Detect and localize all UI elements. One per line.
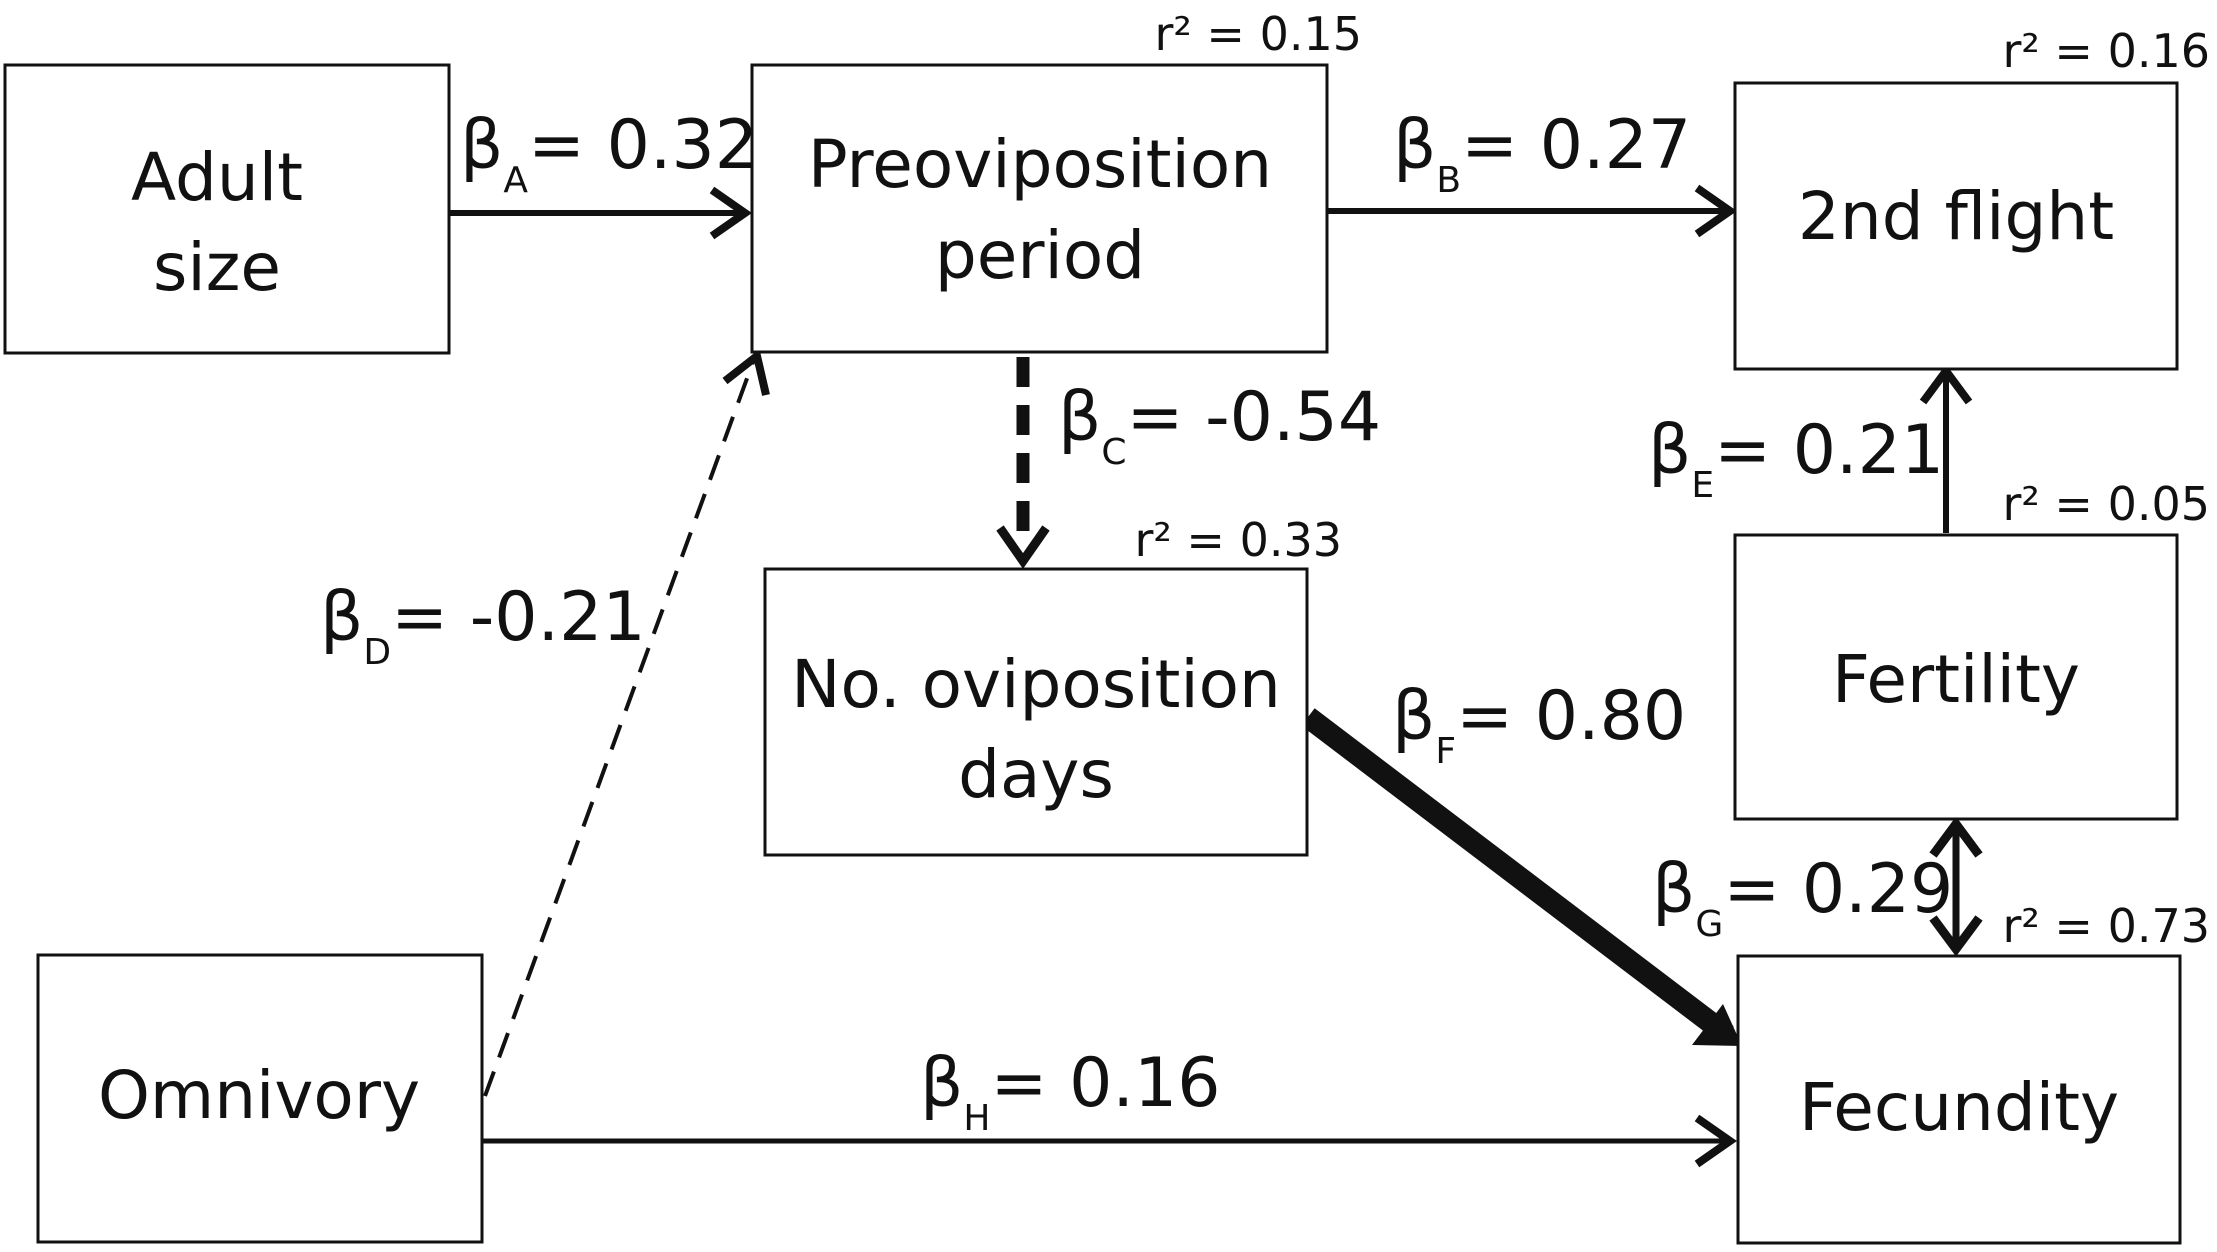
node-preoviposition-line2: period — [935, 217, 1145, 294]
path-arrow-f — [1301, 708, 1742, 1046]
node-omnivory-line1: Omnivory — [98, 1057, 420, 1134]
coef-h-value: = 0.16 — [990, 1044, 1220, 1123]
node-oviposition-days: No. oviposition days r² = 0.33 — [763, 513, 1342, 857]
coef-a: βA= 0.32 — [460, 106, 758, 201]
node-fecundity-r2: r² = 0.73 — [2002, 899, 2210, 953]
node-fecundity: Fecundity r² = 0.73 — [1736, 899, 2210, 1245]
node-adult-size-line1: Adult — [131, 139, 303, 216]
coef-f: βF= 0.80 — [1392, 677, 1686, 772]
coef-g-sub: G — [1695, 904, 1723, 945]
coef-g-value: = 0.29 — [1723, 850, 1953, 929]
node-fecundity-line1: Fecundity — [1799, 1069, 2119, 1146]
node-fertility-line1: Fertility — [1832, 641, 2080, 718]
node-adult-size: Adult size — [3, 63, 451, 355]
coef-a-value: = 0.32 — [528, 106, 758, 185]
coef-g-symbol: β — [1652, 850, 1695, 929]
node-fertility: Fertility r² = 0.05 — [1733, 477, 2210, 821]
node-preoviposition-r2: r² = 0.15 — [1154, 7, 1362, 61]
coef-h-symbol: β — [920, 1044, 963, 1123]
coef-h-sub: H — [963, 1098, 990, 1139]
coef-e-sub: E — [1691, 465, 1714, 506]
path-arrow-a — [449, 186, 752, 240]
coef-d-value: = -0.21 — [391, 578, 646, 657]
path-arrow-e — [1919, 364, 1973, 533]
coef-b-symbol: β — [1393, 106, 1436, 185]
coef-h: βH= 0.16 — [920, 1044, 1220, 1139]
coef-e: βE= 0.21 — [1648, 411, 1944, 506]
coef-b-value: = 0.27 — [1461, 106, 1691, 185]
path-arrow-h — [482, 1114, 1737, 1168]
node-oviposition-days-r2: r² = 0.33 — [1134, 513, 1342, 567]
coef-b: βB= 0.27 — [1393, 106, 1691, 201]
coef-c-value: = -0.54 — [1127, 378, 1382, 457]
coef-a-symbol: β — [460, 106, 503, 185]
coef-f-sub: F — [1435, 731, 1456, 772]
coef-f-symbol: β — [1392, 677, 1435, 756]
coef-a-sub: A — [503, 160, 528, 201]
node-second-flight-r2: r² = 0.16 — [2002, 24, 2210, 78]
coef-d-symbol: β — [320, 578, 363, 657]
node-preoviposition-period: Preoviposition period r² = 0.15 — [750, 7, 1362, 354]
coef-c-sub: C — [1101, 432, 1126, 473]
coef-c: βC= -0.54 — [1058, 378, 1381, 473]
path-arrow-c — [996, 357, 1050, 569]
path-arrow-b — [1327, 184, 1737, 238]
node-adult-size-line2: size — [153, 229, 281, 306]
coef-e-symbol: β — [1648, 411, 1691, 490]
path-arrow-d — [483, 348, 770, 1097]
node-omnivory: Omnivory — [36, 953, 484, 1244]
coef-d-sub: D — [363, 632, 391, 673]
node-oviposition-days-line1: No. oviposition — [791, 646, 1281, 723]
node-fertility-r2: r² = 0.05 — [2002, 477, 2210, 531]
coef-f-value: = 0.80 — [1456, 677, 1686, 756]
path-arrow-g — [1929, 816, 1983, 957]
node-second-flight-line1: 2nd flight — [1798, 178, 2114, 255]
coef-d: βD= -0.21 — [320, 578, 646, 673]
node-preoviposition-line1: Preoviposition — [808, 126, 1272, 203]
coef-e-value: = 0.21 — [1714, 411, 1944, 490]
coef-b-sub: B — [1436, 160, 1461, 201]
node-second-flight: 2nd flight r² = 0.16 — [1733, 24, 2210, 371]
node-oviposition-days-line2: days — [958, 736, 1114, 813]
coef-g: βG= 0.29 — [1652, 850, 1953, 945]
coef-c-symbol: β — [1058, 378, 1101, 457]
